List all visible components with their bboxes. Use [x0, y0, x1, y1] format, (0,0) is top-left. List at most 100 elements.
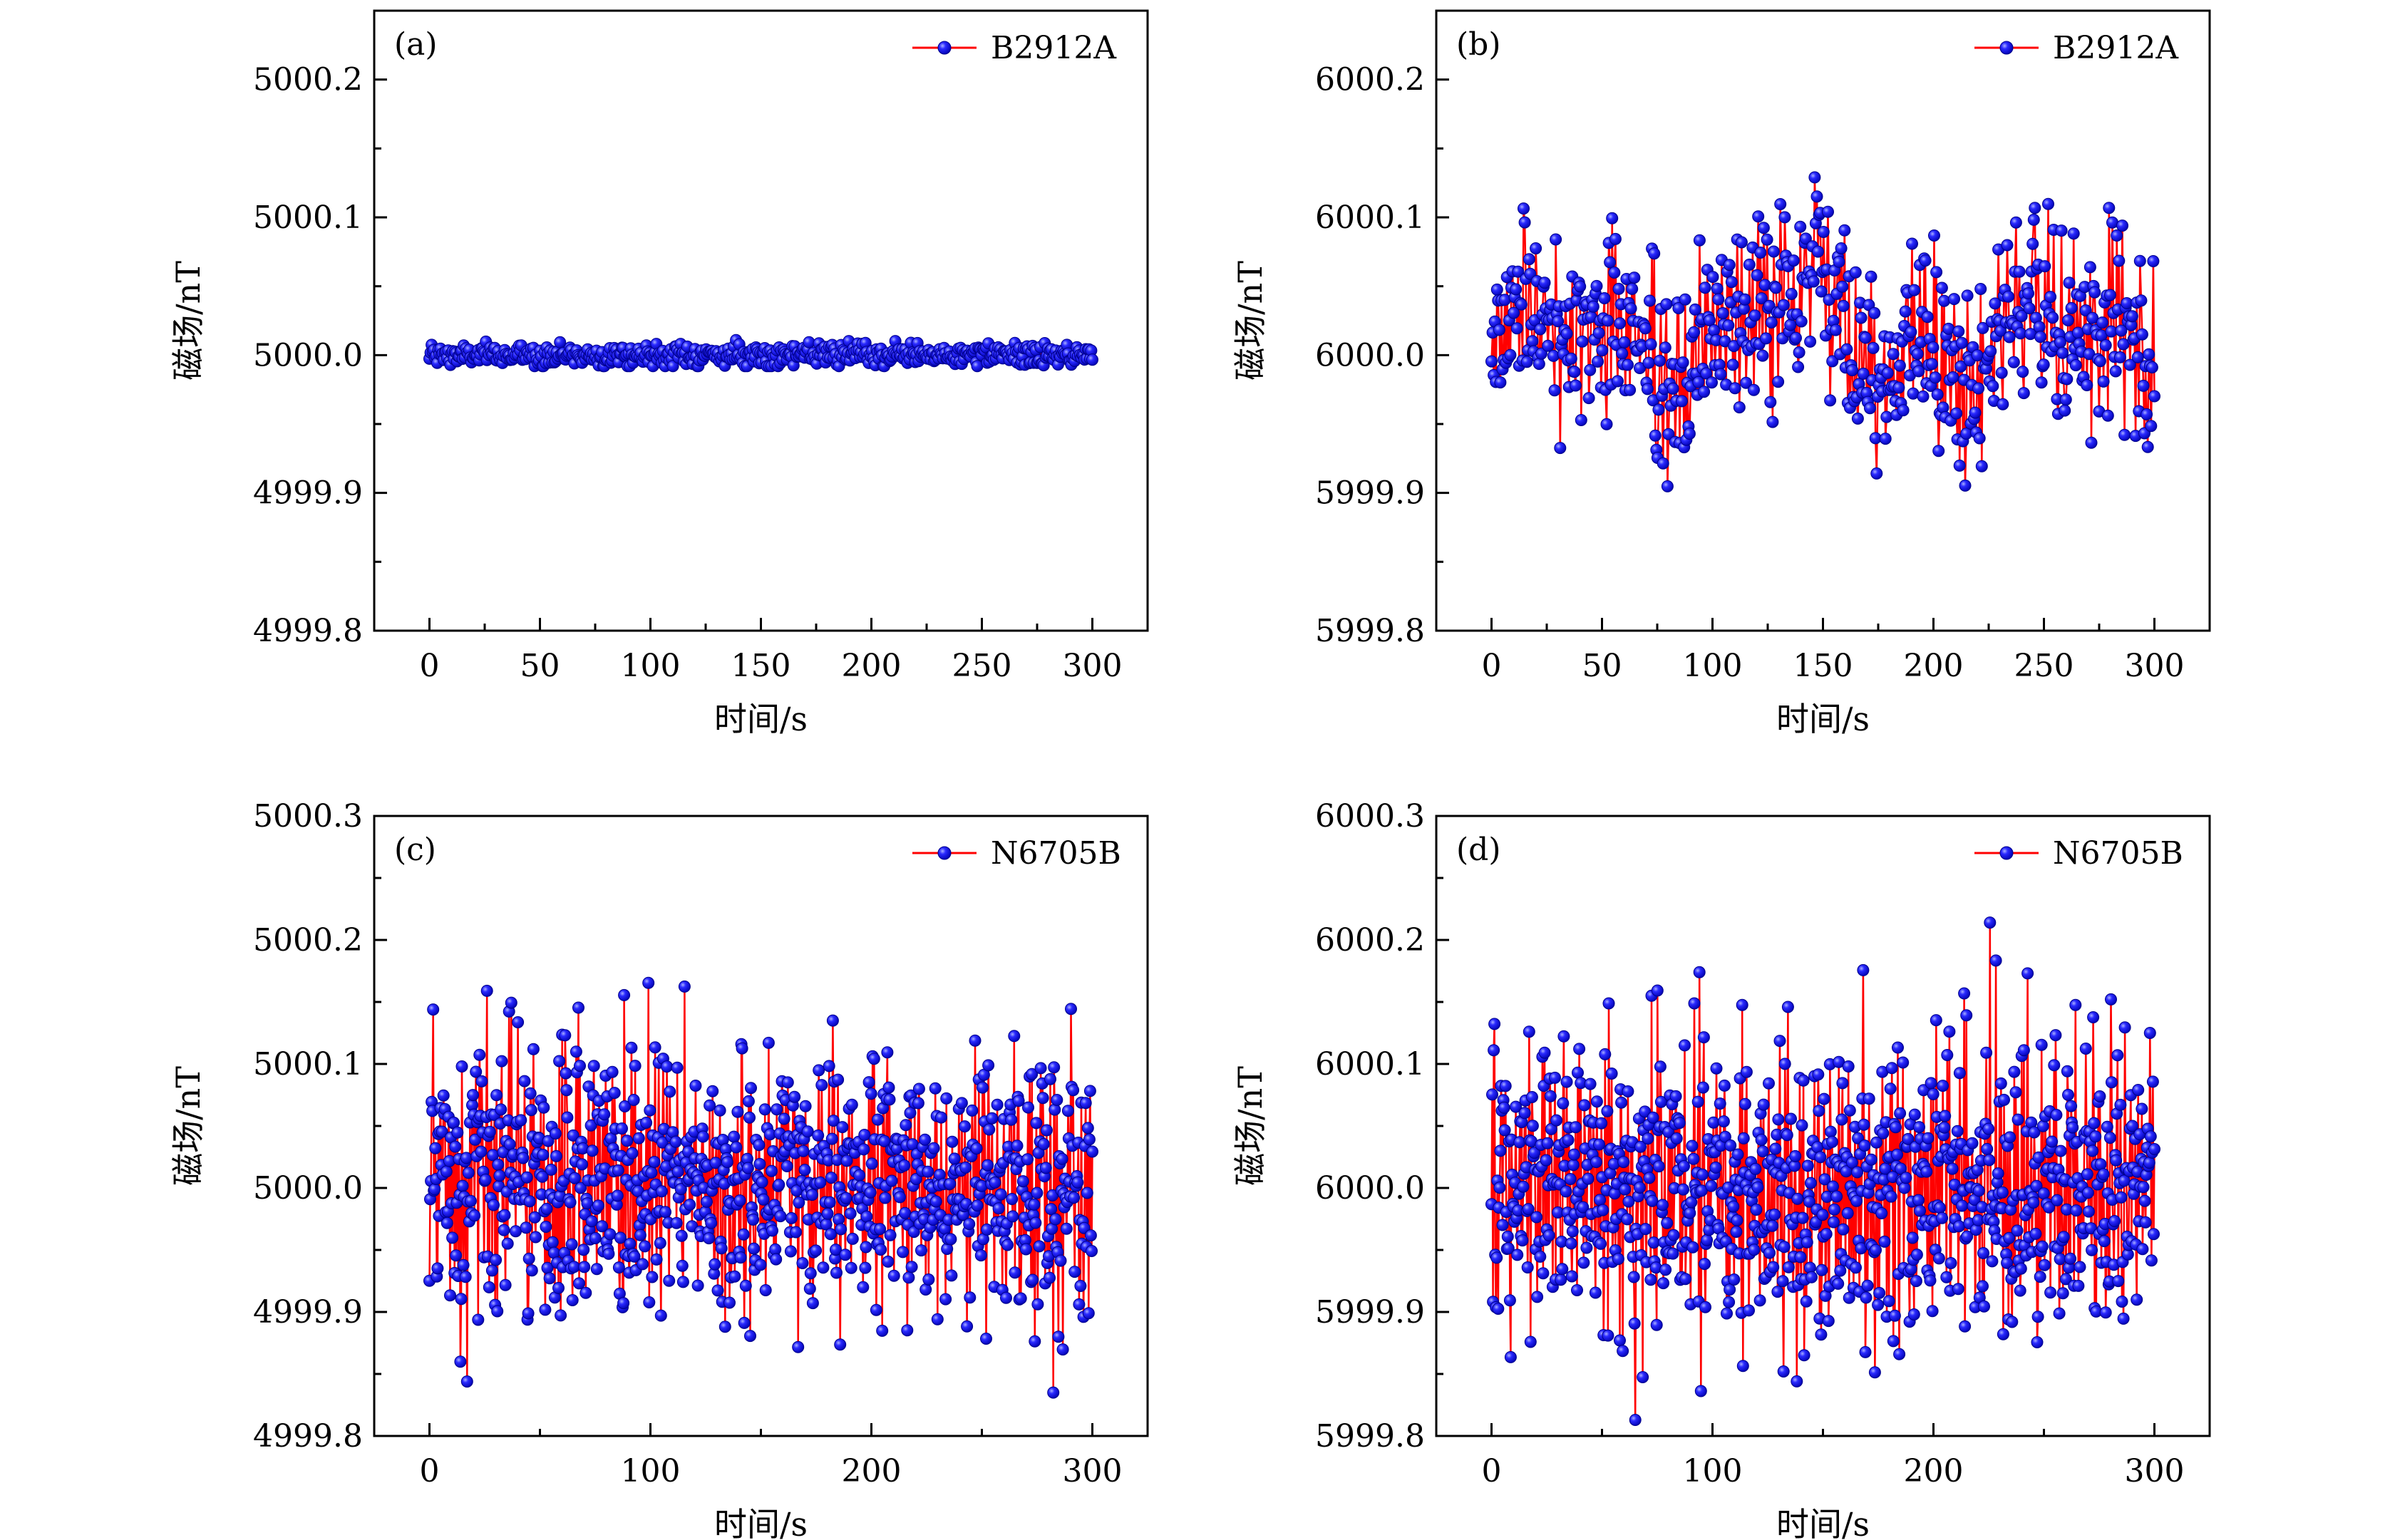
data-point [1016, 1175, 1029, 1188]
data-point [1995, 366, 2008, 379]
data-point [1679, 293, 1691, 306]
data-point [1688, 997, 1701, 1010]
data-point [1725, 276, 1738, 289]
data-point [510, 1225, 522, 1238]
data-point [1889, 1121, 1902, 1134]
data-point [520, 1171, 533, 1184]
data-point [731, 1105, 744, 1118]
data-point [632, 1132, 645, 1144]
data-point [495, 1055, 508, 1068]
data-point [1796, 1119, 1808, 1132]
data-point [1987, 380, 1999, 393]
data-point [872, 1113, 884, 1126]
data-point [2116, 219, 2128, 232]
data-point [1571, 1284, 1583, 1296]
data-point [2109, 365, 2122, 378]
data-point [1056, 1343, 1069, 1356]
data-point [1026, 1273, 1039, 1286]
data-point [1954, 360, 1967, 373]
data-point [1803, 1195, 1815, 1208]
data-point [2017, 387, 2030, 400]
data-point [2117, 338, 2130, 351]
chart-panel-c: 0 100 200 300 4999.8 4999.9 5000.0 5000.1 5000.2… [169, 798, 1149, 1540]
data-point [560, 1067, 572, 1080]
data-point [982, 1159, 994, 1172]
data-point [2016, 366, 2029, 378]
data-point [1691, 1095, 1704, 1108]
data-point [827, 1115, 840, 1127]
data-point [1526, 1120, 1539, 1132]
data-point [1584, 363, 1597, 376]
data-point [1595, 1117, 1608, 1130]
x-tick-label: 50 [520, 648, 560, 684]
data-point [1743, 258, 1756, 271]
data-point [1703, 314, 1716, 326]
data-point [640, 1117, 653, 1129]
data-point [753, 1157, 766, 1170]
data-point [1795, 315, 1808, 328]
data-point [745, 1082, 757, 1095]
data-point [543, 1272, 556, 1285]
data-point [2051, 1194, 2064, 1206]
data-point [2086, 1244, 2098, 1256]
data-point [527, 1043, 540, 1055]
data-point [2069, 359, 2082, 371]
data-point [1068, 1192, 1081, 1204]
data-point [1897, 1056, 1910, 1069]
data-point [1834, 1264, 1847, 1277]
data-point [1731, 1214, 1743, 1226]
data-point [2143, 1027, 2156, 1039]
data-point [1580, 1241, 1593, 1254]
data-point [1709, 1161, 1722, 1174]
data-point [1029, 1216, 1042, 1229]
data-point [1492, 1303, 1505, 1315]
data-point [1651, 984, 1664, 997]
data-point [2003, 1231, 2016, 1244]
data-point [2141, 440, 2154, 453]
data-point [1650, 1318, 1663, 1331]
data-point [1761, 233, 1773, 246]
data-point [1508, 306, 1520, 319]
legend-label: B2912A [991, 30, 1117, 66]
data-point [834, 1338, 847, 1351]
data-point [878, 1135, 891, 1147]
data-point [2017, 1044, 2030, 1057]
data-point [469, 1133, 482, 1146]
data-point [706, 1085, 719, 1097]
data-point [1565, 352, 1577, 365]
data-point [2093, 1090, 2106, 1102]
data-point [2116, 1296, 2128, 1308]
data-point [1975, 460, 1988, 472]
data-point [1652, 403, 1665, 416]
data-point [451, 1126, 464, 1139]
data-point [460, 1375, 473, 1388]
data-point [2059, 404, 2071, 417]
data-point [2059, 393, 2072, 406]
data-point [1079, 1097, 1092, 1110]
data-point [860, 1241, 872, 1254]
data-point [1575, 414, 1587, 426]
data-point [1789, 1149, 1802, 1162]
data-point [1498, 1101, 1510, 1114]
data-point [578, 1261, 591, 1273]
data-point [2098, 1235, 2111, 1248]
data-point [678, 980, 691, 993]
data-point [2023, 302, 2036, 315]
data-point [669, 1135, 682, 1148]
data-point [2113, 351, 2126, 363]
data-point [1609, 232, 1622, 245]
data-point [986, 1112, 999, 1125]
data-point [659, 1206, 671, 1219]
data-point [1673, 1117, 1686, 1130]
data-point [1639, 1105, 1652, 1118]
data-point [1935, 281, 1948, 294]
data-point [929, 1195, 942, 1208]
data-point [2061, 314, 2074, 326]
data-point [723, 1296, 736, 1309]
data-point [1947, 371, 1959, 383]
data-point [1566, 1225, 1579, 1238]
data-point [1550, 233, 1562, 246]
panel-label: (b) [1456, 26, 1501, 63]
data-point [1984, 916, 1997, 929]
data-point [853, 1169, 866, 1182]
